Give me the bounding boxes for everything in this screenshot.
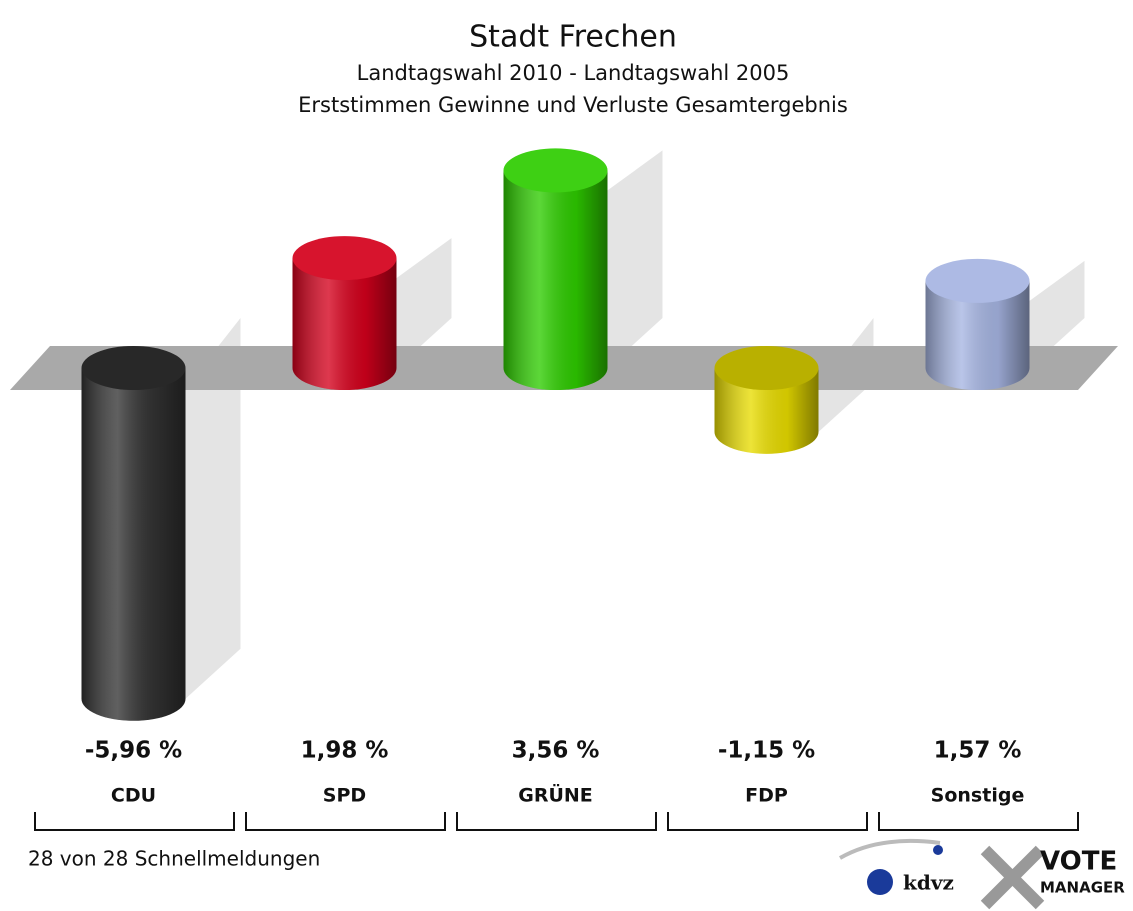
value-label: 3,56 % [512, 738, 600, 764]
category-bracket [878, 812, 1079, 831]
bar-shadow [396, 238, 452, 368]
x-tick-label: Sonstige [931, 785, 1025, 807]
logo: kdvz VOTE MANAGER [839, 838, 1125, 910]
value-label: -5,96 % [85, 738, 182, 764]
logo-product: MANAGER [1040, 879, 1125, 897]
x-tick-label: FDP [745, 785, 788, 807]
category-bracket [34, 812, 235, 831]
bar-shading [503, 170, 608, 391]
bar-top [925, 258, 1030, 303]
bar-top [81, 346, 186, 390]
logo-cross [980, 845, 1045, 910]
bar-top-tint [925, 258, 1030, 303]
bar-top [714, 346, 819, 390]
bar-shading [81, 368, 186, 721]
category-bracket [667, 812, 868, 831]
logo-product: VOTE [1040, 847, 1117, 877]
value-label: 1,57 % [934, 738, 1022, 764]
bar-shadow [607, 150, 663, 368]
bar-top-tint [503, 148, 608, 193]
logo-dot [933, 845, 943, 855]
footnote: 28 von 28 Schnellmeldungen [28, 847, 320, 871]
bar-top-tint [81, 346, 186, 390]
value-label: -1,15 % [718, 738, 815, 764]
x-tick-label: SPD [323, 785, 366, 807]
bar-shadow [185, 318, 241, 699]
bars [81, 148, 1030, 721]
bar-shadow [1029, 260, 1085, 368]
bar-top-tint [292, 236, 397, 281]
bar [925, 258, 1030, 391]
bar-shading [714, 368, 819, 454]
category-bracket [456, 812, 657, 831]
category-bracket [245, 812, 446, 831]
bar [292, 236, 397, 391]
logo-brand: kdvz [903, 871, 954, 895]
bar-top [503, 148, 608, 193]
bar [714, 346, 819, 454]
bar [503, 148, 608, 391]
shadows [185, 150, 1085, 699]
bar-top [292, 236, 397, 281]
chart-title: Stadt Frechen [469, 20, 677, 55]
logo-globe [867, 869, 893, 895]
bar-top-tint [714, 346, 819, 390]
x-tick-label: GRÜNE [518, 783, 593, 807]
chart-subtitle: Landtagswahl 2010 - Landtagswahl 2005 [357, 61, 790, 85]
bar [81, 346, 186, 721]
bar-shading [925, 280, 1030, 391]
x-tick-label: CDU [111, 785, 156, 807]
value-label: 1,98 % [301, 738, 389, 764]
bar-shading [292, 258, 397, 391]
chart-subtitle: Erststimmen Gewinne und Verluste Gesamte… [298, 93, 848, 117]
logo-swoosh [839, 838, 941, 860]
